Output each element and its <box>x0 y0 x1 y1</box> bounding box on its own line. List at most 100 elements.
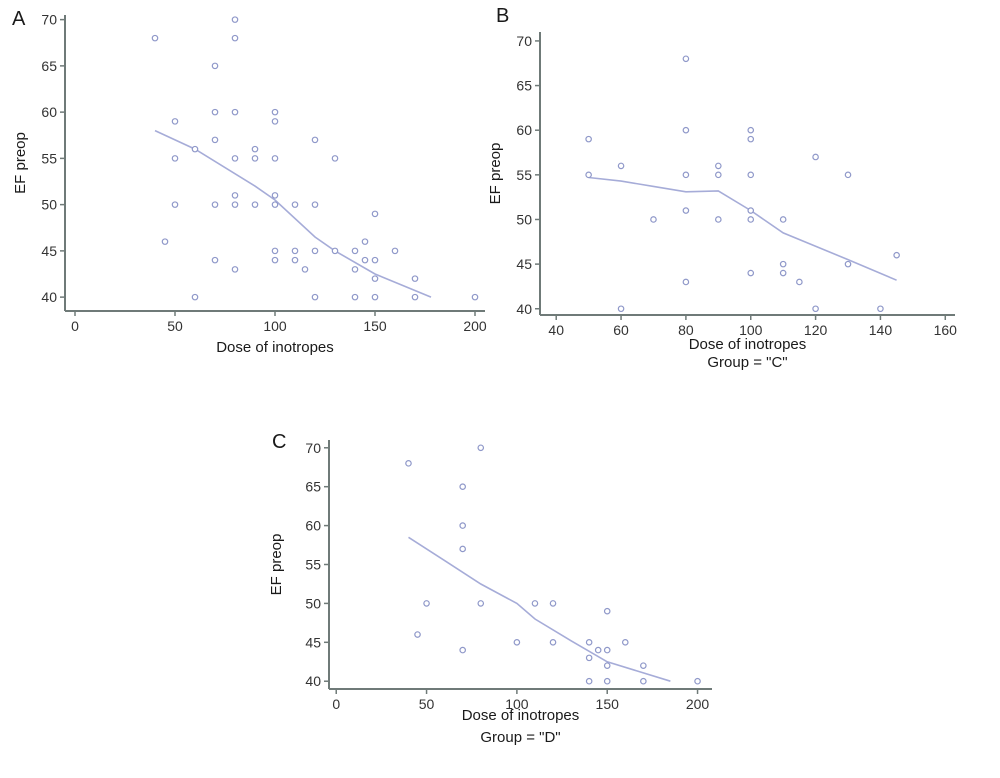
y-tick-label: 40 <box>516 301 532 317</box>
data-point <box>585 135 592 143</box>
data-point <box>893 251 900 259</box>
x-tick-label: 60 <box>613 322 629 338</box>
data-point <box>594 646 602 654</box>
data-point <box>171 155 179 162</box>
data-point <box>844 171 852 179</box>
data-point <box>747 207 755 214</box>
data-point <box>779 216 787 223</box>
x-tick-label: 80 <box>678 322 694 338</box>
data-point <box>414 631 421 638</box>
data-point <box>361 238 369 245</box>
data-point <box>371 275 379 282</box>
data-point <box>682 278 690 286</box>
y-tick-label: 60 <box>516 122 532 138</box>
data-point <box>211 201 219 208</box>
data-point <box>779 269 787 277</box>
data-point <box>747 216 755 223</box>
y-tick-label: 45 <box>41 243 57 259</box>
data-point <box>271 118 279 125</box>
data-point <box>682 126 690 134</box>
data-point <box>747 171 755 179</box>
x-tick-label: 0 <box>71 318 79 334</box>
data-point <box>405 460 412 467</box>
data-point <box>251 145 259 153</box>
data-point <box>331 155 339 162</box>
data-point <box>151 34 159 42</box>
fit-line <box>408 536 671 682</box>
data-point <box>231 155 239 162</box>
data-point <box>585 171 592 179</box>
x-tick-label: 50 <box>167 318 183 334</box>
data-point <box>459 646 466 654</box>
data-point <box>471 293 479 301</box>
data-point <box>423 600 430 607</box>
y-tick-label: 70 <box>41 12 57 28</box>
data-point <box>361 256 369 264</box>
data-point <box>617 305 625 313</box>
data-point <box>251 201 259 208</box>
data-point <box>271 155 279 162</box>
data-point <box>171 118 179 125</box>
data-point <box>747 135 755 143</box>
data-point <box>603 662 611 669</box>
data-point <box>682 207 690 214</box>
x-tick-label: 150 <box>363 318 387 334</box>
data-point <box>715 162 722 170</box>
panel-letter: A <box>12 8 26 30</box>
x-axis-title: Dose of inotropes <box>689 336 807 353</box>
data-point <box>331 247 339 255</box>
y-axis-title: EF preop <box>268 534 285 596</box>
x-tick-label: 0 <box>332 696 340 712</box>
data-point <box>812 153 819 161</box>
panel-a: A 0 50 100 150 200 40 45 50 55 60 65 70 Dose of inot… <box>12 8 487 356</box>
data-point <box>459 483 466 490</box>
fit-line <box>154 129 432 298</box>
data-point <box>391 247 399 255</box>
group-label: Group = "C" <box>707 354 787 371</box>
y-tick-label: 65 <box>305 479 321 495</box>
x-axis-title: Dose of inotropes <box>216 339 334 356</box>
y-tick-label: 45 <box>305 634 321 650</box>
data-point <box>779 260 787 268</box>
x-tick-label: 50 <box>419 696 435 712</box>
data-point <box>459 522 466 529</box>
data-point <box>371 210 379 218</box>
y-tick-label: 40 <box>305 673 321 689</box>
data-point <box>844 260 852 268</box>
data-point <box>231 16 239 23</box>
data-point <box>271 192 279 199</box>
data-point <box>171 201 179 208</box>
data-point <box>291 247 299 255</box>
data-point <box>371 256 379 264</box>
data-point <box>747 126 755 134</box>
data-point <box>549 639 557 646</box>
y-tick-label: 55 <box>305 557 321 573</box>
x-tick-label: 200 <box>463 318 487 334</box>
x-tick-label: 160 <box>934 322 958 338</box>
data-point <box>640 677 647 685</box>
data-point <box>161 238 169 245</box>
fit-line <box>588 176 897 281</box>
data-point <box>231 266 239 273</box>
x-tick-label: 150 <box>596 696 620 712</box>
data-point <box>411 293 419 301</box>
data-point <box>812 305 819 313</box>
data-point <box>291 201 299 208</box>
y-tick-label: 40 <box>41 289 57 305</box>
y-tick-label: 70 <box>516 33 532 49</box>
data-point <box>411 275 419 282</box>
data-point <box>877 305 884 313</box>
data-point <box>271 201 279 208</box>
data-point <box>459 545 466 553</box>
x-tick-label: 200 <box>686 696 710 712</box>
y-tick-label: 65 <box>41 58 57 74</box>
y-tick-label: 45 <box>516 256 532 272</box>
x-axis-title: Dose of inotropes <box>462 707 580 724</box>
data-point <box>621 639 629 646</box>
data-point <box>291 256 299 264</box>
data-point <box>585 677 593 685</box>
data-point <box>191 145 199 153</box>
data-point <box>271 256 279 264</box>
y-tick-label: 60 <box>41 104 57 120</box>
